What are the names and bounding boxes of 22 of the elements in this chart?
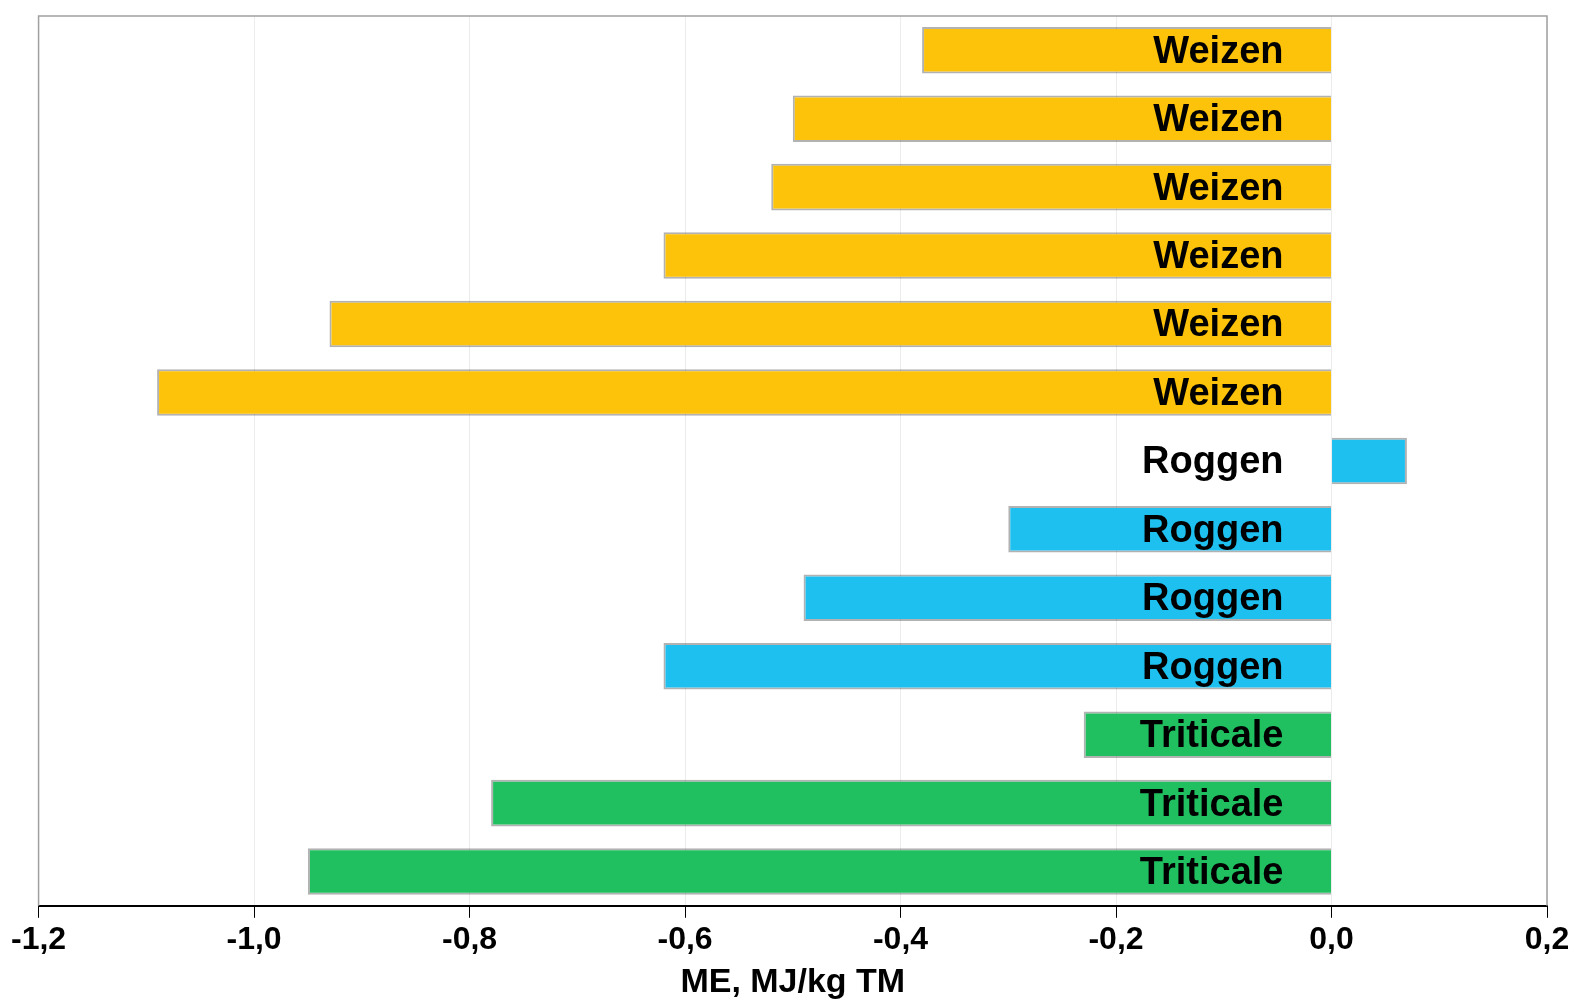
y-tick-label: Weizen [1153, 97, 1284, 140]
y-tick-label: Weizen [1153, 28, 1284, 71]
y-tick-label: Roggen [1142, 507, 1284, 550]
x-tick-label: -0,6 [657, 919, 713, 956]
y-tick-label: Weizen [1153, 165, 1284, 208]
y-tick-label: Weizen [1153, 302, 1284, 345]
x-tick-label: -0,4 [872, 919, 929, 956]
y-tick-label: Triticale [1139, 713, 1284, 756]
x-axis-title: ME, MJ/kg TM [680, 960, 906, 999]
x-tick-label: -0,2 [1088, 919, 1144, 956]
y-tick-label: Roggen [1142, 576, 1284, 619]
y-tick-label: Roggen [1142, 439, 1284, 482]
y-tick-label: Weizen [1153, 234, 1284, 277]
y-tick-label: Triticale [1139, 850, 1284, 893]
y-tick-label: Weizen [1153, 370, 1284, 413]
x-tick-label: 0,0 [1309, 919, 1354, 956]
y-tick-label: Roggen [1142, 644, 1284, 687]
x-tick-label: 0,2 [1524, 919, 1570, 956]
x-tick-label: -1,0 [226, 919, 282, 956]
x-tick-label: -1,2 [11, 919, 67, 956]
x-tick-label: -0,8 [441, 919, 498, 956]
y-tick-label: Triticale [1139, 781, 1284, 824]
